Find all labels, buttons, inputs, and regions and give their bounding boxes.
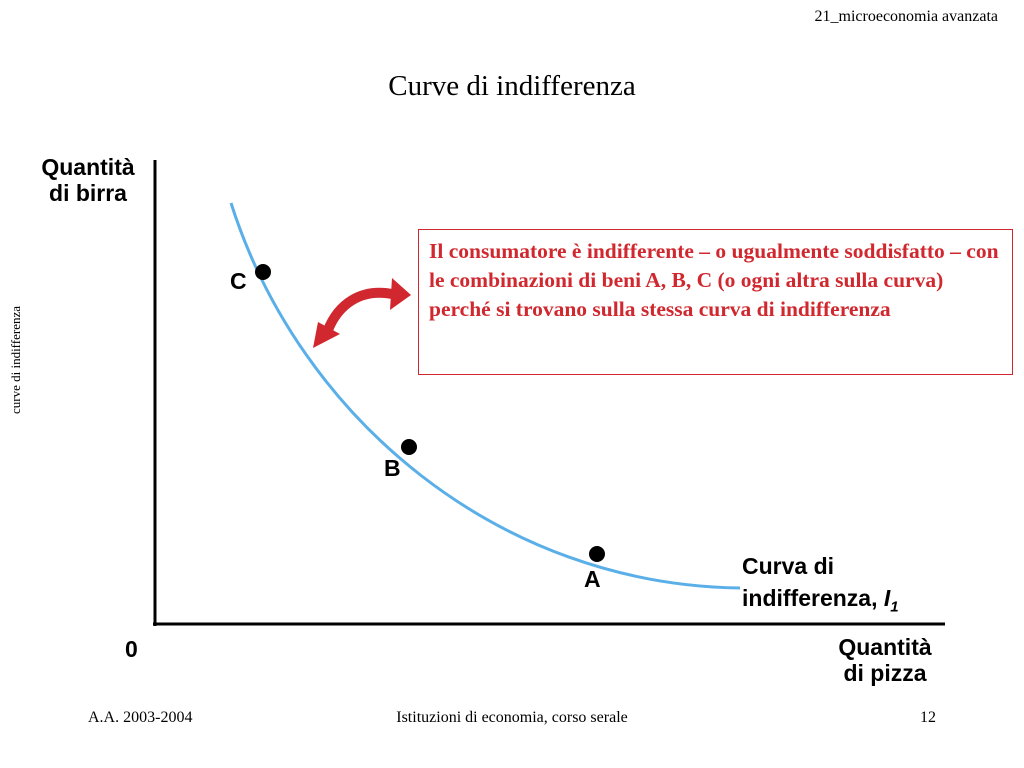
point-c-label: C [230, 268, 247, 294]
x-axis-label: Quantità di pizza [810, 634, 960, 686]
y-axis-label-line1: Quantità [41, 154, 135, 180]
point-c-marker [255, 264, 271, 280]
footer-course-name: Istituzioni di economia, corso serale [396, 709, 628, 726]
point-a-marker [589, 546, 605, 562]
curve-label-subscript: 1 [890, 598, 899, 616]
curve-label-line2: indifferenza, I1 [742, 582, 899, 624]
point-b-label: B [384, 455, 401, 481]
curved-arrow-icon [313, 278, 411, 348]
y-axis-label-line2: di birra [49, 180, 127, 206]
course-header: 21_microeconomia avanzata [814, 8, 998, 25]
x-axis-label-line2: di pizza [843, 660, 927, 686]
page-number: 12 [920, 709, 936, 726]
slide-title: Curve di indifferenza [388, 70, 636, 102]
explanation-note: Il consumatore è indifferente – o ugualm… [418, 229, 1013, 375]
origin-label: 0 [125, 636, 138, 662]
indifference-curve [229, 202, 741, 590]
point-a-label: A [584, 566, 601, 592]
curve-label: Curva di indifferenza, I1 [742, 550, 899, 624]
curve-label-text: indifferenza, [742, 585, 878, 611]
point-b-marker [401, 439, 417, 455]
footer-academic-year: A.A. 2003-2004 [88, 709, 193, 726]
x-axis-label-line1: Quantità [838, 634, 932, 660]
curve-label-symbol: I [883, 585, 891, 611]
curve-label-line1: Curva di [742, 553, 835, 579]
y-axis-label: Quantità di birra [28, 154, 148, 206]
